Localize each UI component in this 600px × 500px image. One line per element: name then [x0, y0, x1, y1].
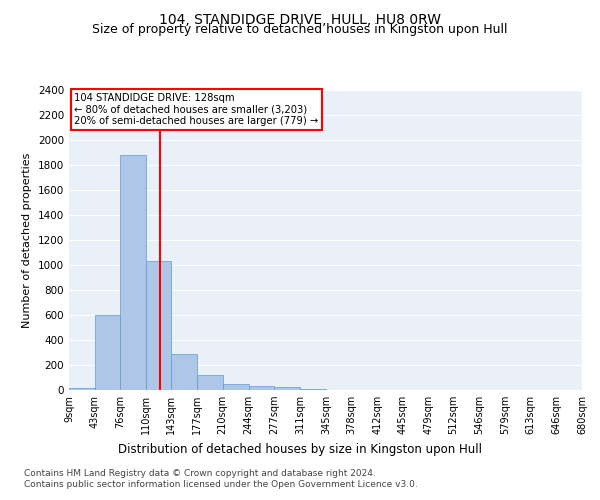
Y-axis label: Number of detached properties: Number of detached properties — [22, 152, 32, 328]
Bar — [120, 155, 146, 390]
Bar — [172, 354, 197, 390]
Bar — [274, 387, 300, 390]
Text: Distribution of detached houses by size in Kingston upon Hull: Distribution of detached houses by size … — [118, 442, 482, 456]
Bar — [197, 375, 223, 390]
Text: Contains public sector information licensed under the Open Government Licence v3: Contains public sector information licen… — [24, 480, 418, 489]
Text: 104, STANDIDGE DRIVE, HULL, HU8 0RW: 104, STANDIDGE DRIVE, HULL, HU8 0RW — [159, 12, 441, 26]
Bar — [223, 384, 248, 390]
Bar — [69, 388, 95, 390]
Text: 104 STANDIDGE DRIVE: 128sqm
← 80% of detached houses are smaller (3,203)
20% of : 104 STANDIDGE DRIVE: 128sqm ← 80% of det… — [74, 93, 319, 126]
Text: Size of property relative to detached houses in Kingston upon Hull: Size of property relative to detached ho… — [92, 24, 508, 36]
Bar — [95, 315, 120, 390]
Bar — [248, 386, 274, 390]
Bar — [300, 389, 326, 390]
Text: Contains HM Land Registry data © Crown copyright and database right 2024.: Contains HM Land Registry data © Crown c… — [24, 469, 376, 478]
Bar — [146, 261, 172, 390]
